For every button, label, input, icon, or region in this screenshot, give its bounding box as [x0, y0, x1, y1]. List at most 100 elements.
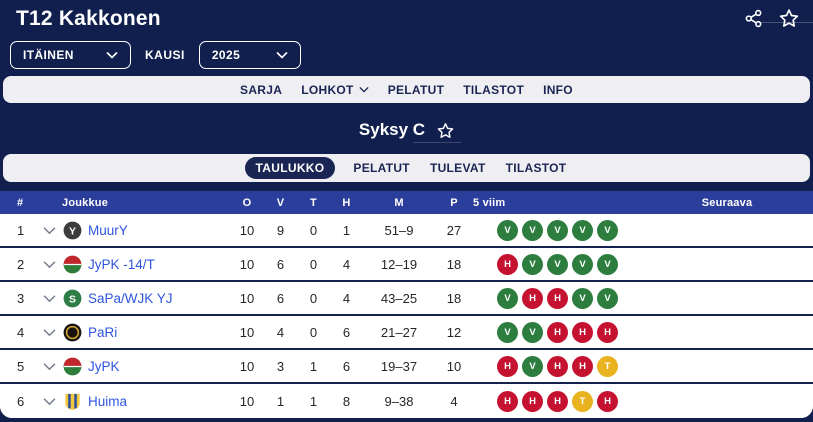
form-badge-h: H	[497, 355, 518, 377]
form-badge-v: V	[522, 253, 543, 275]
standings-header-row: # Joukkue O V T H M P 5 viim Seuraava	[0, 191, 813, 214]
team-name-link[interactable]: JyPK	[88, 358, 120, 374]
form-badge-v: V	[597, 219, 618, 241]
col-header-played: O	[242, 196, 252, 209]
team-name-link[interactable]: Huima	[88, 393, 128, 409]
team-name-link[interactable]: MuurY	[88, 222, 128, 238]
favorite-star-icon[interactable]	[779, 8, 799, 28]
season-select-value: 2025	[211, 48, 241, 62]
form-badge-h: H	[497, 390, 518, 412]
expand-row-chevron-icon[interactable]	[36, 362, 62, 371]
goals-cell: 12–19	[380, 256, 418, 272]
played-cell: 10	[239, 393, 255, 409]
expand-row-chevron-icon[interactable]	[36, 260, 62, 269]
form-badge-v: V	[572, 219, 593, 241]
played-cell: 10	[239, 222, 255, 238]
draws-cell: 0	[309, 256, 318, 272]
form-badge-v: V	[547, 219, 568, 241]
main-nav: SARJA LOHKOT PELATUT TILASTOT INFO	[3, 76, 810, 103]
team-name-link[interactable]: SaPa/WJK YJ	[88, 290, 173, 306]
losses-cell: 4	[342, 256, 351, 272]
losses-cell: 1	[342, 222, 351, 238]
points-cell: 18	[446, 256, 462, 272]
form-badge-v: V	[597, 253, 618, 275]
nav-item-sarja[interactable]: SARJA	[240, 82, 283, 97]
draws-cell: 0	[309, 290, 318, 306]
season-select[interactable]: 2025	[198, 41, 301, 69]
page-header: T12 Kakkonen	[0, 0, 813, 31]
form-badge-v: V	[497, 287, 518, 309]
form-badge-h: H	[547, 355, 568, 377]
region-select[interactable]: ITÄINEN	[10, 41, 131, 69]
expand-row-chevron-icon[interactable]	[36, 397, 62, 406]
team-logo: Y	[63, 221, 82, 240]
view-tabs: TAULUKKO PELATUT TULEVAT TILASTOT	[3, 154, 810, 182]
form-badge-v: V	[497, 219, 518, 241]
nav-item-tilastot[interactable]: TILASTOT	[463, 82, 525, 97]
form-badge-h: H	[522, 390, 543, 412]
form-badge-h: H	[597, 321, 618, 343]
col-header-position: #	[17, 196, 24, 209]
form-badge-t: T	[597, 355, 618, 377]
draws-cell: 1	[309, 393, 318, 409]
team-name-link[interactable]: JyPK -14/T	[88, 256, 155, 272]
form-badge-v: V	[522, 355, 543, 377]
nav-item-info[interactable]: INFO	[543, 82, 573, 97]
season-label: KAUSI	[145, 48, 185, 62]
col-header-form: 5 viim	[473, 196, 506, 209]
row-position: 1	[17, 222, 25, 238]
nav-item-lohkot[interactable]: LOHKOT	[301, 83, 369, 97]
section-divider	[413, 142, 461, 143]
header-icons	[744, 8, 799, 28]
draws-cell: 0	[309, 222, 318, 238]
form-badge-h: H	[572, 321, 593, 343]
page-title: T12 Kakkonen	[16, 7, 161, 30]
col-header-losses: H	[342, 196, 351, 209]
col-header-points: P	[450, 196, 458, 209]
losses-cell: 6	[342, 358, 351, 374]
points-cell: 4	[450, 393, 458, 409]
tab-taulukko[interactable]: TAULUKKO	[244, 157, 336, 179]
wins-cell: 6	[276, 290, 285, 306]
expand-row-chevron-icon[interactable]	[36, 294, 62, 303]
wins-cell: 9	[276, 222, 285, 238]
played-cell: 10	[239, 256, 255, 272]
row-position: 6	[17, 393, 25, 409]
expand-row-chevron-icon[interactable]	[36, 328, 62, 337]
points-cell: 27	[446, 222, 462, 238]
form-badge-h: H	[547, 390, 568, 412]
played-cell: 10	[239, 358, 255, 374]
section-title: Syksy C	[358, 120, 426, 139]
tab-tulevat[interactable]: TULEVAT	[429, 161, 486, 175]
favorite-star-icon[interactable]	[437, 122, 454, 139]
expand-row-chevron-icon[interactable]	[36, 226, 62, 235]
goals-cell: 43–25	[380, 290, 418, 306]
goals-cell: 21–27	[380, 324, 418, 340]
team-logo	[63, 392, 82, 411]
team-name-link[interactable]: PaRi	[88, 324, 118, 340]
wins-cell: 3	[276, 358, 285, 374]
tab-tilastot[interactable]: TILASTOT	[505, 161, 567, 175]
draws-cell: 1	[309, 358, 318, 374]
wins-cell: 6	[276, 256, 285, 272]
nav-item-pelatut[interactable]: PELATUT	[387, 82, 445, 97]
points-cell: 10	[446, 358, 462, 374]
form-badge-v: V	[572, 287, 593, 309]
form-badge-h: H	[547, 321, 568, 343]
chevron-down-icon	[359, 86, 369, 93]
share-icon[interactable]	[744, 9, 763, 28]
col-header-team: Joukkue	[62, 196, 109, 209]
svg-text:Y: Y	[69, 226, 76, 237]
form-badge-h: H	[572, 355, 593, 377]
tab-pelatut[interactable]: PELATUT	[353, 161, 410, 175]
row-position: 2	[17, 256, 25, 272]
